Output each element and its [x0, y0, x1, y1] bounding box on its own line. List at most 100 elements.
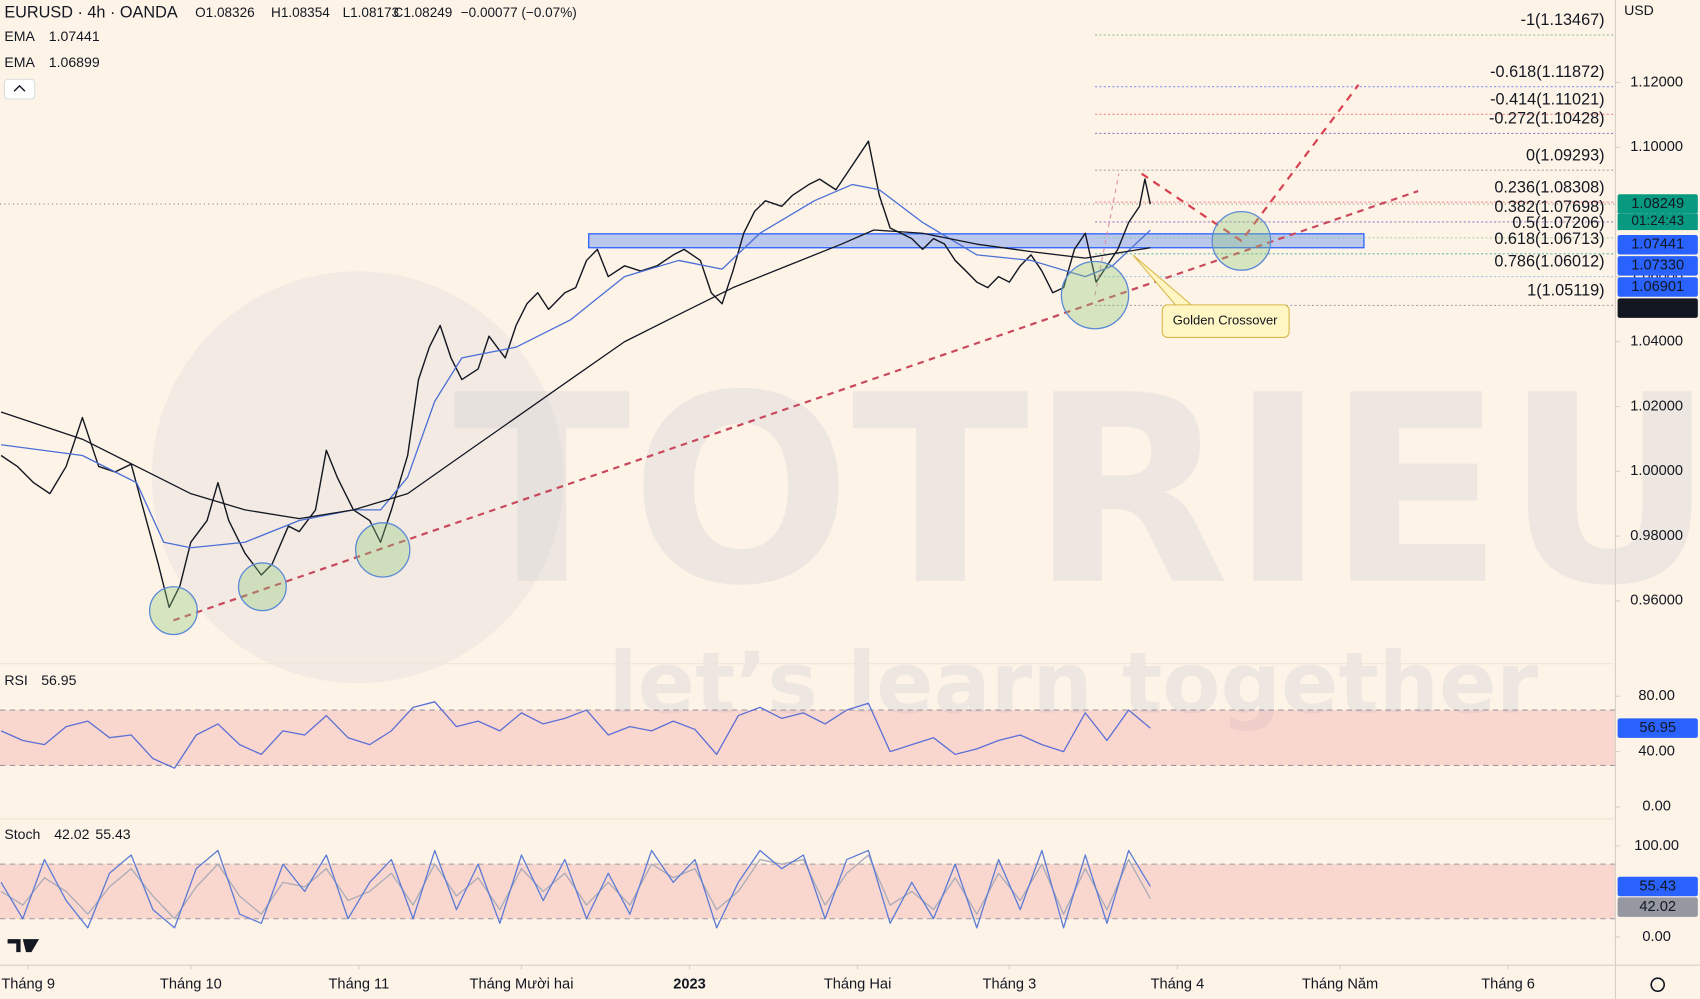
last-price-box	[1617, 194, 1698, 214]
ema-box	[1617, 298, 1698, 318]
fib-label: 1(1.05119)	[1527, 282, 1604, 300]
fib-label: -1(1.13467)	[1521, 11, 1605, 29]
panel-value: 55.43	[95, 826, 130, 842]
panel-value: 42.02	[54, 826, 89, 842]
watermark: TOTRIEU let’s learn together	[151, 271, 1700, 733]
trend-line	[173, 190, 1419, 622]
callout-text: Golden Crossover	[1173, 313, 1278, 328]
fib-label: 0.236(1.08308)	[1494, 178, 1604, 196]
callout-box	[1161, 304, 1290, 338]
settings-button[interactable]	[1650, 977, 1666, 992]
indicator-line	[0, 701, 1151, 769]
rsi-box-text: 56.95	[1639, 720, 1676, 736]
y-tick-label: 0.00	[1642, 929, 1670, 945]
header: EURUSD · 4h · OANDA O1.08326 H1.08354 L1…	[3, 2, 1654, 100]
stoch-k-box-text: 55.43	[1639, 878, 1676, 894]
watermark-slogan: let’s learn together	[609, 635, 1539, 733]
ema-box-text: 1.07441	[1631, 237, 1684, 253]
overbought-band	[0, 864, 1616, 919]
ohlc-change: −0.00077 (−0.07%)	[461, 5, 577, 20]
collapse-icon	[13, 84, 26, 92]
ohlc-open: O1.08326	[195, 5, 255, 20]
y-tick-label: 1.00000	[1630, 463, 1683, 479]
stoch-d-box	[1617, 897, 1698, 917]
y-tick-label: 1.04000	[1630, 334, 1683, 350]
watermark-text: TOTRIEU	[453, 340, 1700, 643]
currency-menu[interactable]: USD	[1624, 2, 1654, 18]
ema-line	[0, 229, 1151, 520]
fib-label: 0(1.09293)	[1526, 146, 1605, 164]
rsi-box	[1617, 718, 1698, 738]
tv-logo	[7, 939, 40, 953]
plot-area	[0, 140, 1152, 929]
ema-line	[0, 183, 1151, 549]
fib-label: 0.5(1.07206)	[1512, 214, 1604, 232]
legend-value: 1.06899	[49, 54, 100, 70]
zone-box	[1617, 277, 1698, 297]
zone-box-text: 1.06901	[1631, 279, 1684, 295]
stoch-d-box-text: 42.02	[1639, 899, 1676, 915]
symbol: EURUSD · 4h · OANDA	[4, 4, 178, 22]
y-tick-label: 0.98000	[1630, 528, 1683, 544]
touch-circle	[1060, 260, 1130, 330]
fib-anchor	[1094, 173, 1120, 296]
y-tick-label: 1.10000	[1630, 139, 1683, 155]
legend-label: EMA	[4, 54, 35, 70]
drawings: Golden Crossover	[148, 84, 1419, 636]
x-tick-label: Tháng 6	[1481, 977, 1535, 993]
panel-title: Stoch	[4, 826, 40, 842]
ohlc-close: C1.08249	[394, 5, 453, 20]
y-tick-label: 0.96000	[1630, 593, 1683, 609]
countdown: 01:24:43	[1631, 213, 1684, 228]
y-tick-label: 40.00	[1638, 743, 1675, 759]
x-tick-label: Tháng 4	[1151, 977, 1205, 993]
countdown-box	[1617, 213, 1698, 231]
overbought-band	[0, 710, 1616, 766]
ema-box-text: 1.06899	[1631, 300, 1684, 316]
panel-title: RSI	[4, 672, 27, 688]
zone-box	[1617, 256, 1698, 276]
x-tick-label: Tháng 10	[160, 977, 222, 993]
ema-box	[1617, 234, 1698, 255]
panel-backgrounds	[0, 34, 1616, 920]
y-tick-label: 80.00	[1638, 688, 1675, 704]
fib-label: 0.786(1.06012)	[1494, 253, 1604, 271]
last-price-box-text: 1.08249	[1631, 196, 1684, 212]
y-tick-label: 100.00	[1634, 838, 1679, 854]
legend-value: 1.07441	[49, 28, 100, 44]
legend-label: EMA	[4, 28, 35, 44]
projection-line	[1141, 84, 1360, 243]
x-tick-label: Tháng Hai	[824, 977, 891, 993]
fib-label: -0.272(1.10428)	[1489, 110, 1605, 128]
fib-label: 0.382(1.07698)	[1494, 198, 1604, 216]
x-tick-label: Tháng 9	[1, 977, 55, 993]
touch-circle	[237, 562, 287, 612]
ohlc-low: L1.08173	[343, 5, 400, 20]
x-tick-label: Tháng Mười hai	[470, 977, 574, 993]
fib-label: 0.618(1.06713)	[1494, 230, 1604, 248]
panel-value: 56.95	[41, 672, 76, 688]
x-tick-label: 2023	[673, 977, 706, 993]
x-tick-label: Tháng Năm	[1302, 977, 1378, 993]
fib-label: -0.618(1.11872)	[1490, 63, 1604, 81]
y-tick-label: 0.00	[1642, 799, 1670, 815]
collapse-button[interactable]	[3, 78, 36, 100]
y-tick-label: 1.02000	[1630, 398, 1683, 414]
price-line	[0, 140, 1152, 609]
touch-circle	[148, 586, 198, 636]
fib-label: -0.414(1.11021)	[1490, 90, 1604, 108]
support-zone	[588, 233, 1365, 249]
watermark-logo	[151, 271, 564, 684]
ohlc-high: H1.08354	[271, 5, 330, 20]
touch-circle	[354, 522, 411, 578]
x-tick-label: Tháng 3	[983, 977, 1037, 993]
zone-box-text: 1.07330	[1631, 258, 1684, 274]
indicator-line	[0, 849, 1151, 929]
x-tick-label: Tháng 11	[329, 977, 390, 993]
logo	[7, 939, 1666, 992]
stoch-k-box	[1617, 876, 1698, 897]
y-tick-label: 1.12000	[1630, 74, 1683, 90]
target-circle	[1211, 210, 1272, 271]
